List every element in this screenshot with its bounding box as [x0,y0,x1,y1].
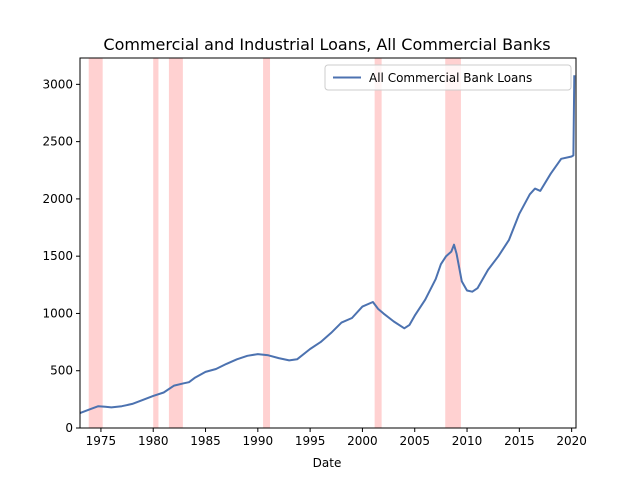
legend: All Commercial Bank Loans [324,64,572,91]
x-tick-label: 2015 [504,434,535,448]
recession-band [168,58,183,428]
y-tick-label: 2500 [42,135,73,149]
recession-band [153,58,159,428]
y-axis-ticks: 0 500 1000 1500 2000 2500 3000 [42,77,80,435]
x-tick-label: 2005 [399,434,430,448]
y-tick-label: 0 [65,421,73,435]
x-tick-label: 1995 [295,434,326,448]
y-tick-label: 1000 [42,306,73,320]
series-layer [79,75,576,415]
recession-band [263,58,271,428]
x-tick-label: 1990 [243,434,274,448]
x-tick-label: 1985 [190,434,221,448]
recession-band [374,58,382,428]
recession-band [445,58,461,428]
x-tick-label: 2010 [452,434,483,448]
y-tick-label: 500 [50,364,73,378]
legend-box [324,64,572,91]
chart-title: Commercial and Industrial Loans, All Com… [103,35,550,54]
series-line [79,75,576,415]
recession-band [88,58,103,428]
x-tick-label: 1975 [86,434,117,448]
legend-label: All Commercial Bank Loans [369,71,532,85]
x-tick-label: 2020 [556,434,587,448]
x-axis-ticks: 1975 1980 1985 1990 1995 2000 2005 2010 2015 2020 [86,428,587,448]
x-axis-label: Date [313,456,342,470]
x-tick-label: 1980 [138,434,169,448]
y-tick-label: 1500 [42,249,73,263]
y-tick-label: 2000 [42,192,73,206]
y-tick-label: 3000 [42,77,73,91]
plot-area-frame [79,57,577,429]
x-tick-label: 2000 [347,434,378,448]
recession-bands [88,58,461,428]
